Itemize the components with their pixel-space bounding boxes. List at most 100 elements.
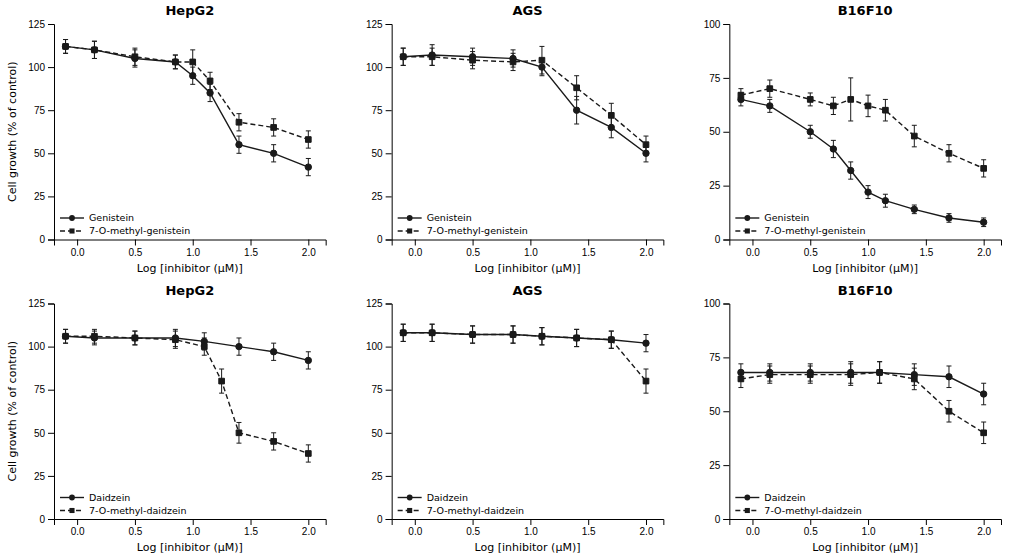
legend-swatch-marker [407,228,412,233]
legend-label: Daidzein [427,492,468,503]
y-tick: 125 [28,298,54,309]
error-bar [173,55,178,69]
y-tick-label: 25 [372,191,384,202]
y-tick: 75 [372,105,392,116]
y-tick: 0 [39,234,54,245]
error-bar-cap [643,351,648,352]
y-axis: 0255075100125 [366,19,392,246]
y-tick-label: 100 [28,62,45,73]
data-point [305,137,311,143]
data-point [271,125,277,131]
x-tick: 2.0 [302,519,316,537]
y-axis-title: Cell growth (% of control) [6,341,19,482]
error-bar [401,324,406,341]
error-bar-cap [643,161,648,162]
x-tick: 1.0 [862,240,876,258]
error-bar [738,370,743,387]
x-axis-title: Log [inhibitor (μM)] [812,262,918,275]
error-bar-cap [92,58,97,59]
error-bar-cap [643,393,648,394]
error-bar-cap [912,213,917,214]
y-tick: 100 [366,341,392,352]
error-bar [767,99,772,112]
x-tick-label: 2.0 [302,526,316,537]
data-point [573,335,579,341]
error-bar-cap [738,105,743,106]
error-bar [946,366,951,388]
panel: 0.00.51.01.52.00255075100125AGSLog [inhi… [366,3,664,275]
y-tick-label: 50 [372,428,384,439]
error-bar [92,41,97,58]
error-bar [401,324,406,341]
error-bar-cap [173,329,178,330]
error-bar [92,329,97,343]
x-tick-mark [646,240,647,246]
error-bar-cap [132,67,137,68]
error-bar-cap [511,343,516,344]
x-axis-line [55,520,327,526]
error-bar [511,326,516,343]
panel: 0.00.51.01.52.00255075100B16F10Log [inhi… [704,3,1002,275]
data-point [400,330,406,336]
data-point [980,219,986,225]
error-bar-cap [306,462,311,463]
error-bar [271,343,276,360]
data-point [767,103,773,109]
legend-item: 7-O-methyl-genistein [398,225,528,236]
error-bar-cap [430,65,435,66]
y-tick-mark [386,476,392,477]
error-bar-cap [63,329,68,330]
error-bar-cap [92,329,97,330]
y-tick-mark [723,465,729,466]
error-bar-cap [470,48,475,49]
error-bar [643,136,648,153]
error-bar-cap [883,207,888,208]
error-bar-cap [92,58,97,59]
error-bar [63,329,68,343]
y-tick-mark [48,519,54,520]
error-bar-cap [831,157,836,158]
error-bar-cap [430,44,435,45]
error-bar [92,331,97,345]
legend-item: 7-O-methyl-daidzein [398,505,524,516]
error-bar-cap [831,140,836,141]
data-point [63,333,69,339]
error-bar-cap [539,46,544,47]
error-bar-cap [808,383,813,384]
data-point [429,330,435,336]
y-tick: 125 [28,19,54,30]
y-tick-mark [723,519,729,520]
x-tick-label: 0.5 [466,247,480,258]
error-bar [609,103,614,127]
y-tick-mark [48,153,54,154]
y-axis: 0255075100 [704,19,730,246]
x-tick-label: 1.5 [582,526,596,537]
error-bar-cap [848,77,853,78]
error-bar-cap [808,365,813,366]
x-tick: 1.0 [186,240,200,258]
data-point [831,103,837,109]
legend-label: 7-O-methyl-daidzein [764,505,861,516]
error-bar-cap [271,432,276,433]
error-bar-cap [236,136,241,137]
x-tick-label: 1.0 [862,526,876,537]
y-tick-label: 75 [34,384,46,395]
x-tick-label: 1.0 [186,526,200,537]
x-tick: 0.5 [466,519,480,537]
legend: Genistein7-O-methyl-genistein [735,212,865,236]
error-bar [574,76,579,100]
y-tick-label: 75 [372,384,384,395]
x-tick: 2.0 [640,240,654,258]
error-bar-cap [271,144,276,145]
y-tick-mark [723,411,729,412]
error-bar [401,48,406,65]
y-tick-label: 0 [715,234,721,245]
y-tick-mark [48,390,54,391]
y-axis-line [48,304,55,520]
data-point [236,343,242,349]
error-bar [190,50,195,74]
x-tick-mark [588,240,589,246]
data-point [429,54,435,60]
data-point [539,57,545,63]
error-bar-cap [401,48,406,49]
